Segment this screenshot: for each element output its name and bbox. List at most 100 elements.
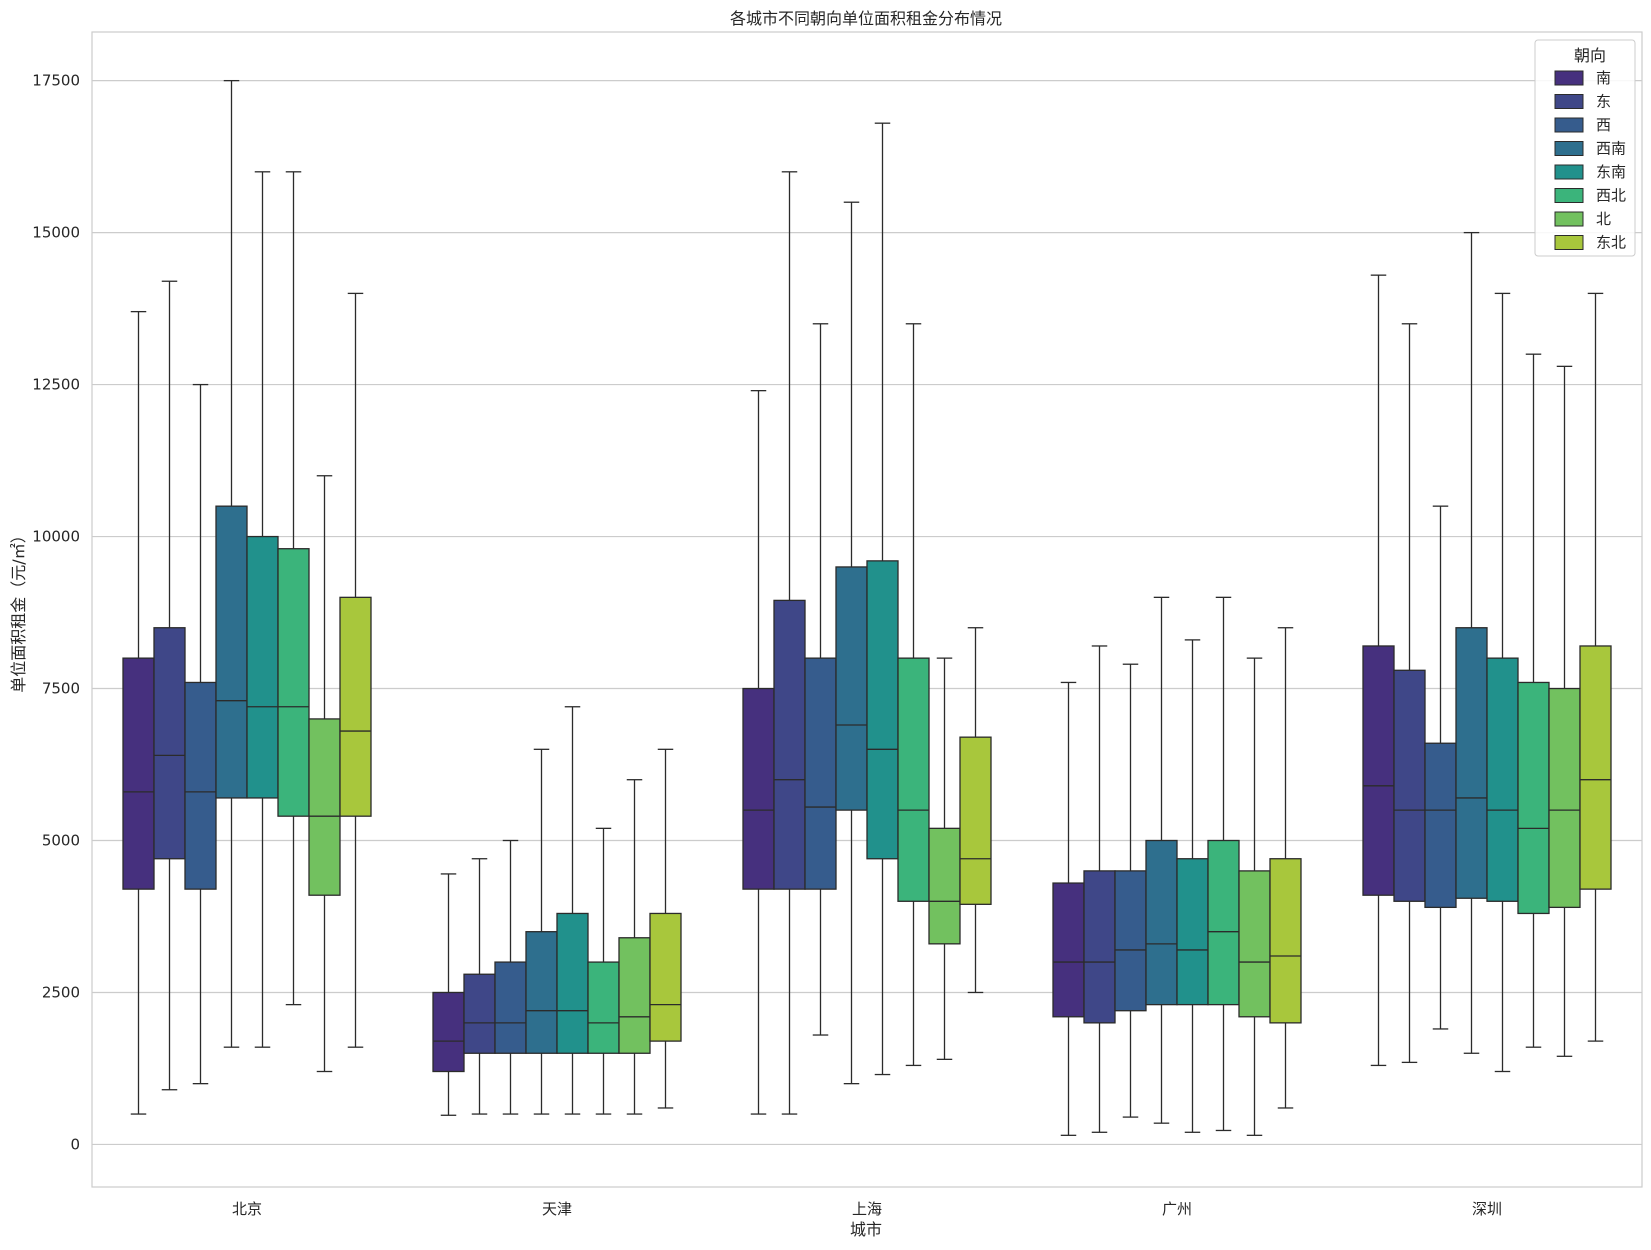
y-tick-label: 12500 (32, 376, 80, 394)
iqr-box (215, 505, 248, 799)
iqr-box (1424, 742, 1457, 909)
legend-swatch (1554, 141, 1584, 156)
iqr-box (649, 912, 682, 1042)
box-北-深圳 (1548, 365, 1581, 1057)
box-南-上海 (742, 390, 775, 1115)
x-tick-label: 北京 (232, 1200, 262, 1218)
box-东北-广州 (1269, 627, 1302, 1109)
legend-entry-label: 北 (1596, 210, 1611, 228)
box-西北-深圳 (1517, 353, 1550, 1048)
iqr-box (1238, 870, 1271, 1018)
y-tick-label: 0 (70, 1135, 80, 1153)
box-东-广州 (1083, 645, 1116, 1133)
legend-swatch (1554, 70, 1584, 86)
box-东-上海 (773, 171, 806, 1115)
legend-swatch (1554, 94, 1584, 109)
iqr-box (1548, 687, 1581, 909)
iqr-box (1114, 870, 1147, 1012)
x-axis-ticks: 北京 天津 上海 广州 深圳 (232, 1200, 1502, 1218)
iqr-box (1145, 839, 1178, 1006)
box-北-北京 (308, 475, 341, 1073)
iqr-box (277, 548, 310, 817)
iqr-box (1362, 645, 1395, 896)
box-西北-上海 (897, 323, 930, 1067)
iqr-box (1455, 627, 1488, 899)
iqr-box (773, 599, 806, 890)
x-tick-label: 深圳 (1472, 1200, 1502, 1218)
iqr-box (1083, 870, 1116, 1024)
iqr-box (835, 566, 868, 811)
iqr-box (556, 912, 589, 1054)
iqr-box (463, 973, 496, 1054)
iqr-box (1052, 882, 1085, 1018)
iqr-box (1393, 669, 1426, 902)
y-tick-label: 7500 (42, 680, 80, 698)
y-tick-label: 5000 (42, 832, 80, 850)
legend-entry-label: 西 (1596, 116, 1611, 134)
x-axis-label: 城市 (850, 1220, 882, 1239)
box-东北-天津 (649, 748, 682, 1109)
boxes (122, 79, 1612, 1136)
iqr-box (432, 991, 465, 1073)
box-东北-北京 (339, 292, 372, 1048)
box-东南-天津 (556, 706, 589, 1115)
y-axis-ticks: 0 2500 5000 7500 10000 12500 15000 17500 (32, 72, 80, 1154)
legend-swatch (1554, 211, 1584, 227)
iqr-box (804, 657, 837, 890)
legend-swatch (1554, 235, 1584, 250)
iqr-box (184, 681, 217, 890)
iqr-box (742, 687, 775, 890)
iqr-box (1517, 681, 1550, 915)
box-西-北京 (184, 383, 217, 1085)
y-tick-label: 10000 (32, 528, 80, 546)
legend-entry-label: 东 (1596, 93, 1611, 111)
x-tick-label: 上海 (852, 1200, 882, 1218)
legend-entry-label: 东南 (1596, 163, 1626, 181)
box-东-深圳 (1393, 323, 1426, 1064)
x-tick-label: 天津 (542, 1200, 572, 1218)
y-tick-label: 17500 (32, 72, 80, 90)
box-东南-广州 (1176, 639, 1209, 1133)
legend-entry-label: 东北 (1596, 234, 1626, 252)
iqr-box (897, 657, 930, 902)
iqr-box (866, 560, 899, 860)
iqr-box (1176, 858, 1209, 1006)
legend-swatch (1554, 117, 1584, 133)
box-东南-上海 (866, 122, 899, 1076)
box-西-上海 (804, 323, 837, 1036)
y-tick-label: 15000 (32, 224, 80, 242)
iqr-box (618, 937, 651, 1054)
legend-swatch (1554, 188, 1584, 203)
iqr-box (339, 596, 372, 817)
box-东-北京 (153, 280, 186, 1091)
box-北-上海 (928, 657, 961, 1060)
iqr-box (587, 961, 620, 1054)
box-西北-广州 (1207, 596, 1240, 1132)
box-东南-北京 (246, 171, 279, 1048)
iqr-box (494, 961, 527, 1054)
chart-title: 各城市不同朝向单位面积租金分布情况 (730, 9, 1002, 28)
legend-swatch (1554, 164, 1584, 180)
legend-title: 朝向 (1574, 46, 1606, 65)
box-北-天津 (618, 779, 651, 1115)
y-axis-label: 单位面积租金（元/㎡） (9, 527, 28, 692)
legend-entry-label: 西北 (1596, 187, 1626, 205)
box-东南-深圳 (1486, 292, 1519, 1073)
box-西南-天津 (525, 748, 558, 1115)
box-西北-北京 (277, 171, 310, 1006)
plot-frame (91, 31, 1643, 1188)
iqr-box (959, 736, 992, 905)
iqr-box (246, 535, 279, 799)
iqr-box (1486, 657, 1519, 902)
legend-entry-label: 南 (1596, 69, 1611, 87)
box-西-天津 (494, 839, 527, 1115)
y-tick-label: 2500 (42, 983, 80, 1001)
iqr-box (1269, 858, 1302, 1024)
box-东北-上海 (959, 627, 992, 994)
box-北-广州 (1238, 657, 1271, 1136)
box-西北-天津 (587, 827, 620, 1115)
iqr-box (153, 627, 186, 860)
iqr-box (308, 718, 341, 896)
